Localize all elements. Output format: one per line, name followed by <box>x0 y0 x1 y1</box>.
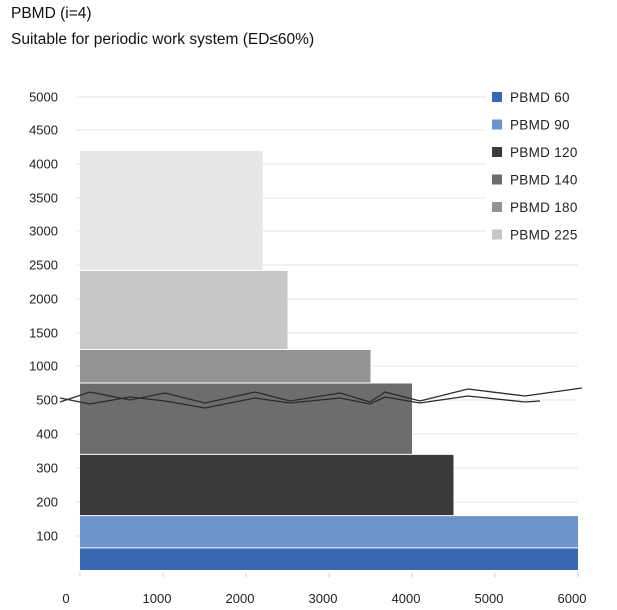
y-tick-label: 200 <box>36 495 58 510</box>
y-tick-label: 2000 <box>29 292 58 307</box>
bar-pbmd-140 <box>80 383 412 455</box>
legend-swatch <box>492 147 502 157</box>
y-tick-label: 400 <box>36 427 58 442</box>
bar-pbmd-225 <box>80 270 288 350</box>
legend-label: PBMD 60 <box>510 90 570 105</box>
y-tick-label: 500 <box>36 393 58 408</box>
bar-pbmd-60 <box>80 547 578 570</box>
y-tick-label: 2500 <box>29 258 58 273</box>
y-tick-label: 1500 <box>29 326 58 341</box>
legend: PBMD 60 PBMD 90 PBMD 120 PBMD 140 PBMD 180 PB… <box>486 84 612 262</box>
bar-pbmd-120 <box>80 454 454 516</box>
legend-swatch <box>492 202 502 212</box>
x-tick-label: 5000 <box>475 591 504 606</box>
legend-item: PBMD 225 <box>492 228 578 243</box>
chart-title: PBMD (i=4) <box>11 5 92 22</box>
axis-break-mark <box>59 387 583 409</box>
legend-label: PBMD 225 <box>510 228 578 243</box>
x-tick-label: 6000 <box>558 591 587 606</box>
y-tick-label: 1000 <box>29 359 58 374</box>
bar-pbmd-90 <box>80 515 578 548</box>
bar-unlabeled <box>80 150 263 271</box>
legend-item: PBMD 90 <box>492 118 570 133</box>
x-tick-label: 3000 <box>309 591 338 606</box>
legend-item: PBMD 120 <box>492 145 578 160</box>
bars <box>80 150 578 570</box>
y-tick-label: 3500 <box>29 191 58 206</box>
legend-label: PBMD 120 <box>510 145 578 160</box>
chart-subtitle: Suitable for periodic work system (ED≤60… <box>11 31 315 48</box>
bar-pbmd-180 <box>80 349 371 383</box>
y-tick-label: 3000 <box>29 224 58 239</box>
legend-swatch <box>492 229 502 240</box>
x-tick-label: 2000 <box>226 591 255 606</box>
legend-swatch <box>492 92 502 102</box>
legend-label: PBMD 90 <box>510 118 570 133</box>
legend-swatch <box>492 174 502 185</box>
legend-item: PBMD 180 <box>492 200 578 215</box>
axis-break-line <box>59 395 541 409</box>
x-tick-label: 1000 <box>143 591 172 606</box>
x-axis-ticks: 0 1000 2000 3000 4000 5000 6000 <box>62 573 586 606</box>
legend-item: PBMD 60 <box>492 90 570 105</box>
legend-swatch <box>492 119 502 130</box>
legend-panel <box>486 84 612 262</box>
y-tick-label: 4000 <box>29 157 58 172</box>
x-tick-label: 4000 <box>392 591 421 606</box>
y-axis-ticks: 100 200 300 400 500 1000 1500 2000 2500 3000 3500 4… <box>29 90 58 544</box>
y-tick-label: 100 <box>36 529 58 544</box>
y-tick-label: 4500 <box>29 123 58 138</box>
x-tick-label: 0 <box>62 591 69 606</box>
legend-item: PBMD 140 <box>492 173 578 188</box>
legend-label: PBMD 180 <box>510 200 578 215</box>
legend-label: PBMD 140 <box>510 173 578 188</box>
y-tick-label: 300 <box>36 461 58 476</box>
y-tick-label: 5000 <box>29 90 58 105</box>
bar-separators <box>80 149 578 549</box>
axis-break-line <box>59 387 583 404</box>
